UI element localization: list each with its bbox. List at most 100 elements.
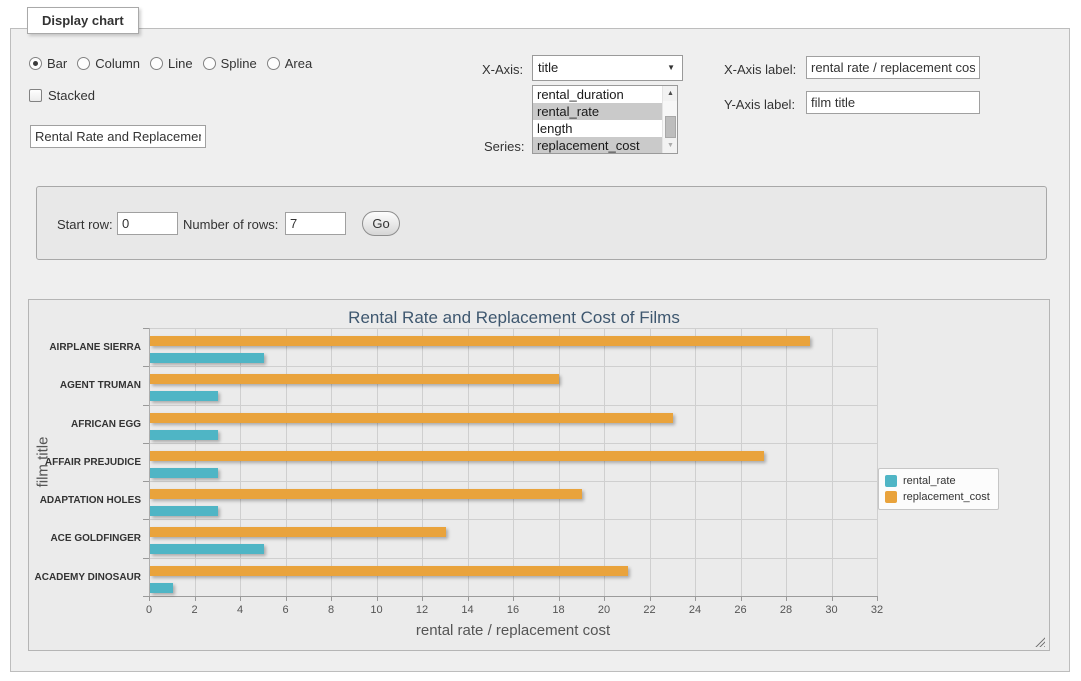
bar-replacement_cost[interactable] (150, 527, 446, 538)
x-axis-tick (831, 597, 833, 601)
radio-icon[interactable] (29, 57, 42, 70)
chart-type-group: Bar Column Line Spline Area (29, 56, 322, 71)
bar-rental_rate[interactable] (150, 353, 264, 363)
x-axis-tick (695, 597, 696, 601)
gridline (695, 328, 696, 596)
bar-replacement_cost[interactable] (150, 450, 764, 461)
category-label: AFRICAN EGG (71, 418, 141, 430)
scroll-up-icon[interactable]: ▲ (663, 86, 677, 101)
x-axis-label-input[interactable] (806, 56, 980, 79)
stacked-label: Stacked (48, 88, 95, 103)
radio-label: Spline (220, 56, 257, 71)
gridline (558, 328, 560, 596)
chart-title-input[interactable] (30, 125, 206, 148)
y-axis-tick (143, 328, 149, 329)
x-tick-label: 18 (552, 604, 565, 616)
chart-type-column[interactable]: Column (77, 56, 140, 71)
bar-replacement_cost[interactable] (150, 374, 559, 385)
bar-rental_rate[interactable] (150, 506, 218, 517)
stacked-checkbox-row[interactable]: Stacked (29, 88, 95, 103)
scroll-down-icon[interactable]: ▼ (663, 138, 677, 153)
y-axis-tick (143, 366, 149, 368)
series-option-replacement_cost[interactable]: replacement_cost (533, 137, 677, 153)
gridline (786, 328, 787, 596)
series-listbox[interactable]: rental_duration rental_rate length replacem… (532, 85, 678, 154)
bar-replacement_cost[interactable] (150, 565, 628, 576)
y-axis-tick (143, 519, 149, 521)
start-row-input[interactable] (117, 212, 178, 235)
gridline (513, 328, 514, 596)
bar-rental_rate[interactable] (150, 429, 218, 440)
go-button[interactable]: Go (362, 211, 400, 236)
gridline (149, 481, 877, 483)
y-axis-line (149, 328, 150, 596)
x-axis-tick (149, 597, 150, 601)
legend-item-replacement_cost[interactable]: replacement_cost (885, 489, 990, 505)
radio-label: Line (168, 56, 193, 71)
series-option-rental_rate[interactable]: rental_rate (533, 103, 677, 120)
chart-type-line[interactable]: Line (150, 56, 193, 71)
gridline (740, 328, 742, 596)
chart-type-bar[interactable]: Bar (29, 56, 67, 71)
x-axis-tick (422, 597, 423, 601)
bar-replacement_cost[interactable] (150, 412, 673, 423)
stacked-checkbox[interactable] (29, 89, 42, 102)
radio-icon[interactable] (266, 57, 280, 70)
legend-marker-icon (885, 491, 897, 503)
x-tick-label: 26 (734, 604, 747, 616)
y-axis-label-input[interactable] (806, 91, 980, 114)
y-axis-tick (143, 404, 149, 406)
radio-icon[interactable] (202, 57, 216, 70)
x-axis-tick (786, 597, 787, 601)
gridline (149, 366, 877, 368)
x-axis-select[interactable]: title ▼ (532, 55, 683, 81)
radio-icon[interactable] (77, 57, 91, 70)
radio-icon[interactable] (150, 57, 164, 70)
gridline (149, 519, 877, 521)
bar-rental_rate[interactable] (150, 467, 218, 478)
category-label: ACADEMY DINOSAUR (34, 571, 142, 583)
number-of-rows-input[interactable] (285, 212, 346, 235)
x-axis-tick (740, 597, 742, 601)
x-axis-tick (649, 597, 651, 601)
category-label: AFFAIR PREJUDICE (44, 456, 141, 468)
x-tick-label: 20 (597, 604, 611, 616)
chart-container: Rental Rate and Replacement Cost of Film… (28, 299, 1050, 651)
x-tick-label: 6 (282, 604, 289, 616)
x-axis-selected-value: title (538, 60, 559, 75)
bar-rental_rate[interactable] (150, 582, 173, 593)
legend-label: replacement_cost (903, 491, 990, 503)
x-tick-label: 2 (191, 604, 198, 616)
start-row-label: Start row: (57, 217, 113, 232)
x-axis-tick (604, 597, 605, 601)
x-tick-label: 8 (327, 604, 335, 616)
scrollbar-thumb[interactable] (665, 116, 676, 138)
chart-title: Rental Rate and Replacement Cost of Film… (348, 308, 680, 327)
gridline (467, 328, 469, 596)
x-tick-label: 0 (145, 604, 153, 616)
resize-handle-icon[interactable] (1035, 637, 1045, 647)
chart-type-area[interactable]: Area (266, 56, 312, 71)
x-tick-label: 14 (461, 604, 474, 616)
chart-type-spline[interactable]: Spline (202, 56, 257, 71)
bar-rental_rate[interactable] (150, 544, 264, 555)
legend-item-rental_rate[interactable]: rental_rate (885, 473, 990, 489)
series-option-length[interactable]: length (537, 121, 573, 136)
radio-label: Column (95, 56, 141, 71)
legend-marker-icon (885, 475, 897, 487)
bar-replacement_cost[interactable] (150, 336, 810, 346)
gridline (604, 328, 605, 596)
series-scrollbar[interactable]: ▲ ▼ (662, 86, 677, 153)
bar-rental_rate[interactable] (150, 391, 218, 402)
series-option-rental_duration[interactable]: rental_duration (537, 87, 624, 102)
x-tick-label: 24 (688, 604, 702, 616)
gridline (877, 328, 878, 596)
x-tick-label: 22 (643, 604, 656, 616)
fieldset-legend: Display chart (27, 7, 139, 34)
bar-replacement_cost[interactable] (150, 489, 582, 500)
gridline (831, 328, 833, 596)
x-axis-tick (558, 597, 560, 601)
gridline (149, 557, 877, 559)
x-axis-tick (194, 597, 196, 601)
